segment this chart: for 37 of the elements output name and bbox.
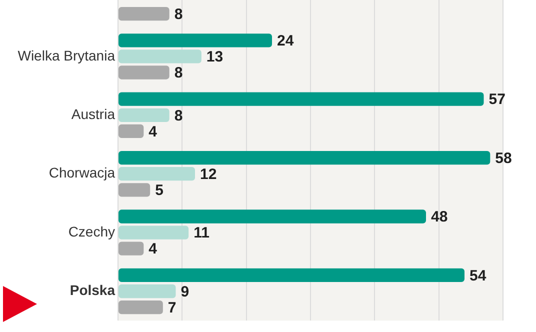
- y-tick-label: Wielka Brytania: [18, 47, 116, 64]
- bar: [118, 50, 202, 64]
- data-label: 48: [431, 208, 448, 226]
- data-label: 4: [148, 240, 158, 258]
- bar: [118, 124, 144, 138]
- data-label: 54: [470, 267, 487, 284]
- bar: [118, 167, 195, 181]
- bar: [118, 268, 464, 282]
- bar: [118, 108, 170, 122]
- data-label: 24: [277, 32, 294, 50]
- bar: [118, 242, 144, 256]
- data-label: 13: [206, 48, 224, 66]
- data-label: 7: [168, 299, 176, 316]
- bar: [118, 226, 189, 240]
- data-label: 5: [155, 182, 164, 200]
- y-tick-label: Chorwacja: [48, 164, 116, 181]
- bar: [118, 6, 170, 21]
- bar: [118, 300, 163, 314]
- y-tick-label: Czechy: [68, 223, 115, 240]
- data-label: 58: [495, 150, 512, 167]
- bar: [118, 66, 170, 80]
- bar: [118, 150, 490, 165]
- data-label: 12: [200, 166, 217, 183]
- bar: [118, 34, 272, 48]
- data-label: 8: [174, 6, 183, 23]
- data-label: 8: [174, 64, 183, 82]
- y-tick-label: Polska: [70, 282, 116, 298]
- data-label: 9: [180, 283, 190, 300]
- y-tick-label: Austria: [71, 106, 116, 122]
- bar: [118, 92, 484, 106]
- data-label: 4: [148, 123, 158, 140]
- bar: [118, 284, 176, 298]
- data-label: 57: [488, 91, 506, 108]
- bar: [118, 183, 150, 197]
- data-label: 11: [194, 224, 210, 242]
- data-label: 8: [174, 107, 183, 124]
- bar: [118, 210, 426, 224]
